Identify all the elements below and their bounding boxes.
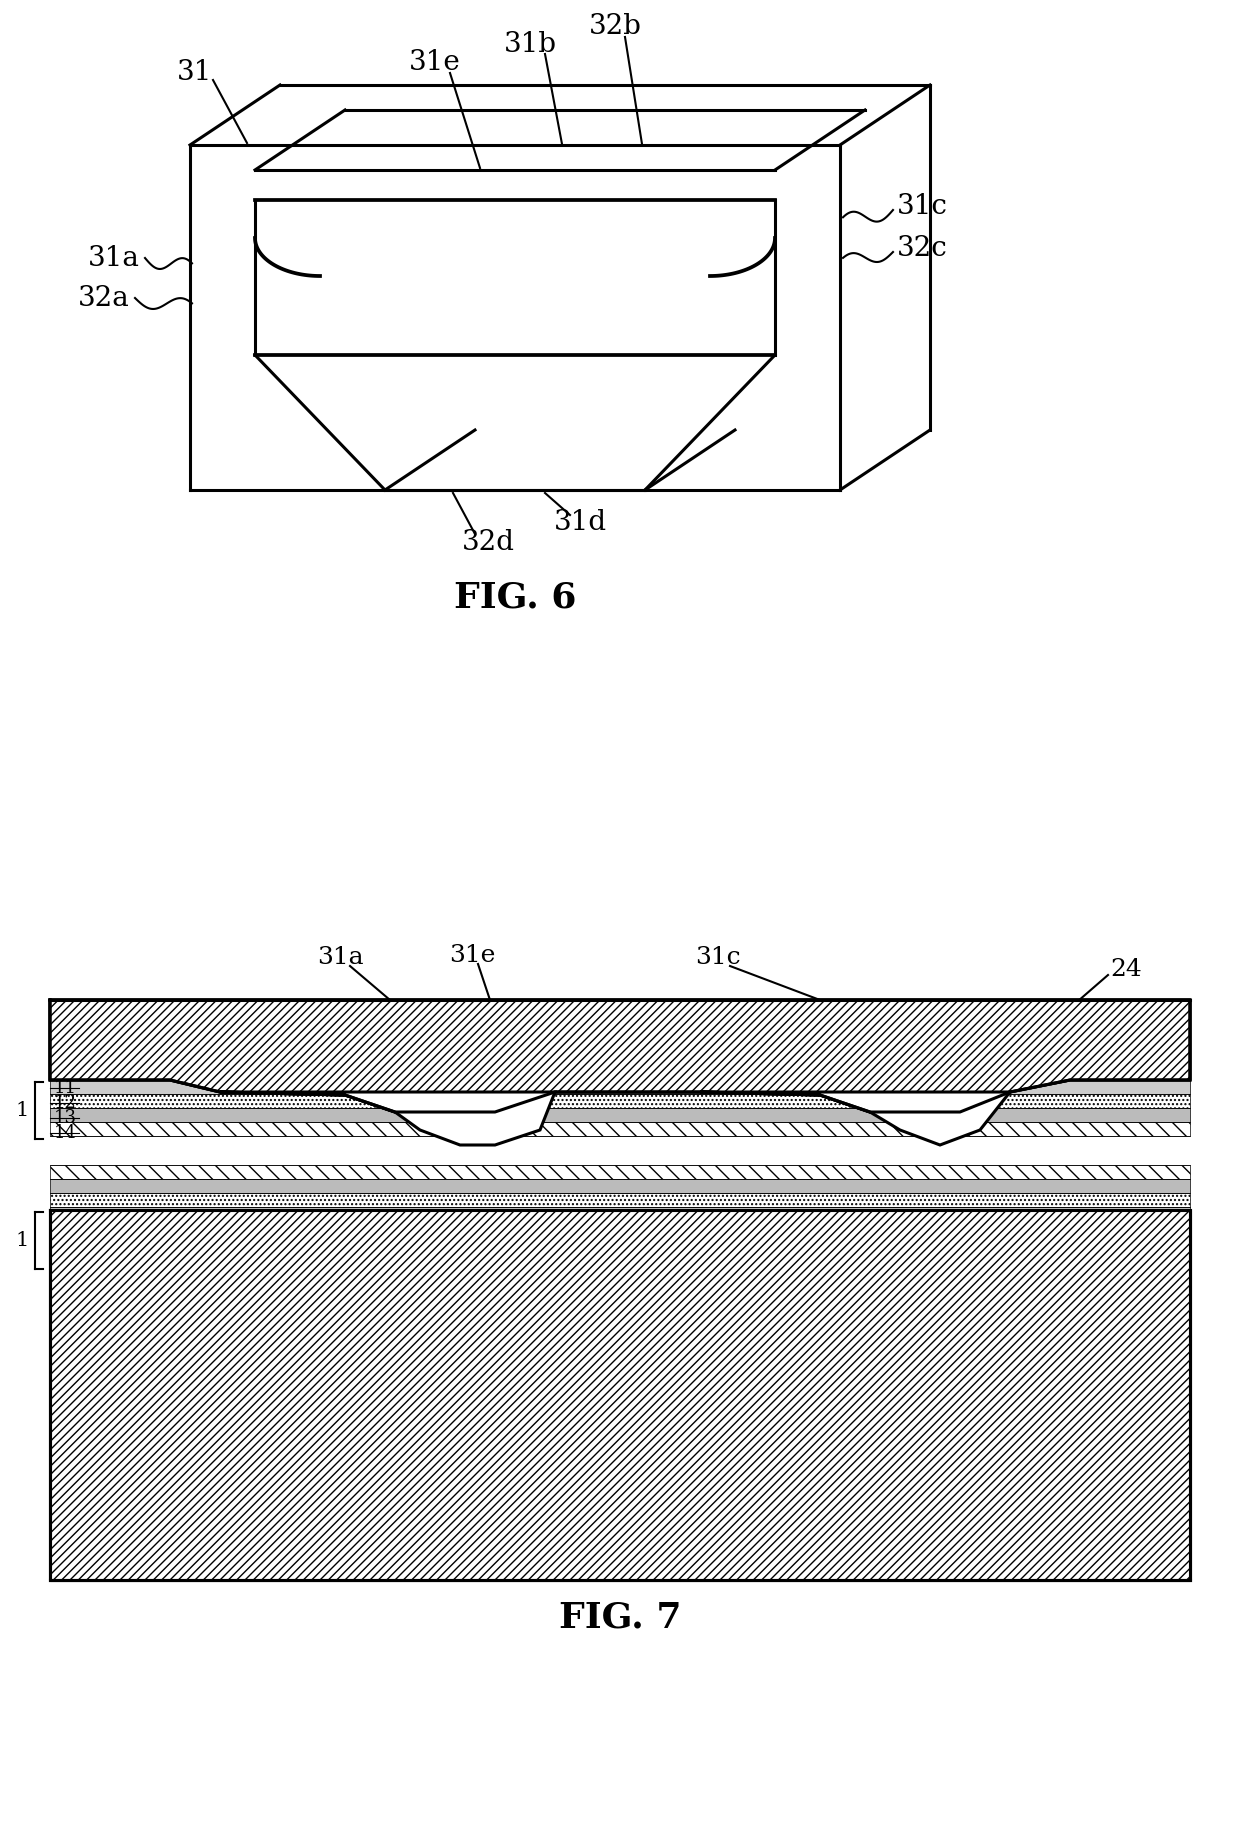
Text: 31d: 31d [553,508,606,536]
Text: 31: 31 [583,1536,614,1560]
Text: 32b: 32b [589,13,641,40]
Polygon shape [701,1092,1011,1145]
Polygon shape [50,1193,1190,1207]
Text: 1: 1 [15,1101,29,1119]
Text: 1: 1 [15,1231,29,1249]
Polygon shape [219,1092,556,1145]
Polygon shape [50,1094,1190,1108]
Polygon shape [50,1079,1190,1094]
Text: 24: 24 [1110,958,1142,982]
Text: 31c: 31c [897,192,947,219]
Text: 32a: 32a [78,285,130,311]
Text: 31a: 31a [88,245,140,271]
Text: 11: 11 [53,1255,77,1271]
Text: 31: 31 [177,60,213,86]
Text: 32d: 32d [461,529,515,556]
Polygon shape [50,1108,1190,1121]
Polygon shape [50,1180,1190,1193]
Text: FIG. 7: FIG. 7 [559,1600,681,1635]
Text: 14: 14 [53,1125,77,1141]
Text: 31c: 31c [696,946,740,969]
Text: 12: 12 [53,1238,77,1257]
Text: 31e: 31e [409,49,461,77]
Polygon shape [50,1121,1190,1136]
Text: 31e: 31e [449,944,495,966]
Text: 13: 13 [53,1224,77,1242]
Text: 31a: 31a [316,946,363,969]
Text: 11: 11 [53,1079,77,1097]
Text: 14: 14 [53,1209,77,1227]
Polygon shape [50,1000,1190,1112]
Text: FIG. 6: FIG. 6 [454,582,577,615]
Polygon shape [50,1211,1190,1580]
Polygon shape [50,1000,1190,1112]
Text: 22: 22 [1109,1536,1140,1560]
Polygon shape [50,1207,1190,1222]
Text: 12: 12 [53,1094,77,1112]
Text: 32c: 32c [897,234,947,262]
Polygon shape [50,1165,1190,1180]
Text: 13: 13 [53,1108,77,1127]
Text: 31b: 31b [503,31,557,57]
Polygon shape [50,1211,1190,1580]
